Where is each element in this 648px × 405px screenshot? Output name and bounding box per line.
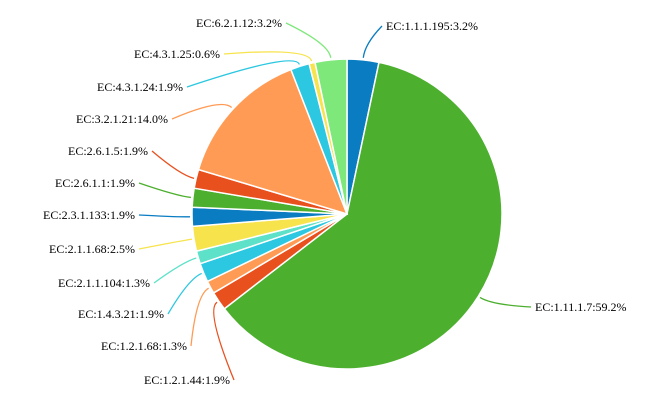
- slice-label: EC:3.2.1.21:14.0%: [76, 112, 168, 126]
- leader-line: [223, 51, 313, 62]
- slice-label: EC:6.2.1.12:3.2%: [196, 16, 282, 30]
- leader-line: [171, 103, 233, 120]
- leader-line: [190, 287, 210, 347]
- leader-line: [153, 257, 197, 284]
- slices-layer: [191, 58, 503, 370]
- leader-line: [186, 60, 300, 88]
- slice-label: EC:4.3.1.24:1.9%: [97, 80, 183, 94]
- leader-line: [151, 150, 195, 179]
- leader-line: [479, 296, 532, 308]
- pie-slice: [197, 68, 349, 216]
- slice-label: EC:2.6.1.1:1.9%: [55, 176, 135, 190]
- leader-line: [138, 214, 191, 218]
- slice-labels-layer: EC:1.1.1.195:3.2% EC:1.11.1.7:59.2% EC:1.2…: [43, 16, 627, 387]
- slice-label: EC:1.11.1.7:59.2%: [535, 300, 627, 314]
- leader-lines-layer: [138, 22, 532, 381]
- slice-label: EC:2.3.1.133:1.9%: [43, 208, 135, 222]
- leader-line: [138, 238, 193, 250]
- slice-label: EC:1.2.1.44:1.9%: [144, 373, 230, 387]
- leader-line: [138, 182, 191, 199]
- pie-slice: [223, 61, 503, 370]
- slice-label: EC:2.1.1.104:1.3%: [58, 276, 150, 290]
- slice-label: EC:2.1.1.68:2.5%: [49, 242, 135, 256]
- slice-label: EC:4.3.1.25:0.6%: [134, 47, 220, 61]
- leader-line: [167, 272, 202, 315]
- leader-line: [362, 25, 383, 58]
- slice-label: EC:2.6.1.5:1.9%: [68, 144, 148, 158]
- leader-line: [285, 22, 332, 58]
- slice-label: EC:1.2.1.68:1.3%: [101, 339, 187, 353]
- slice-label: EC:1.1.1.195:3.2%: [386, 19, 478, 33]
- leader-line: [213, 301, 235, 381]
- slice-label: EC:1.4.3.21:1.9%: [78, 307, 164, 321]
- pie-slice: [314, 58, 348, 215]
